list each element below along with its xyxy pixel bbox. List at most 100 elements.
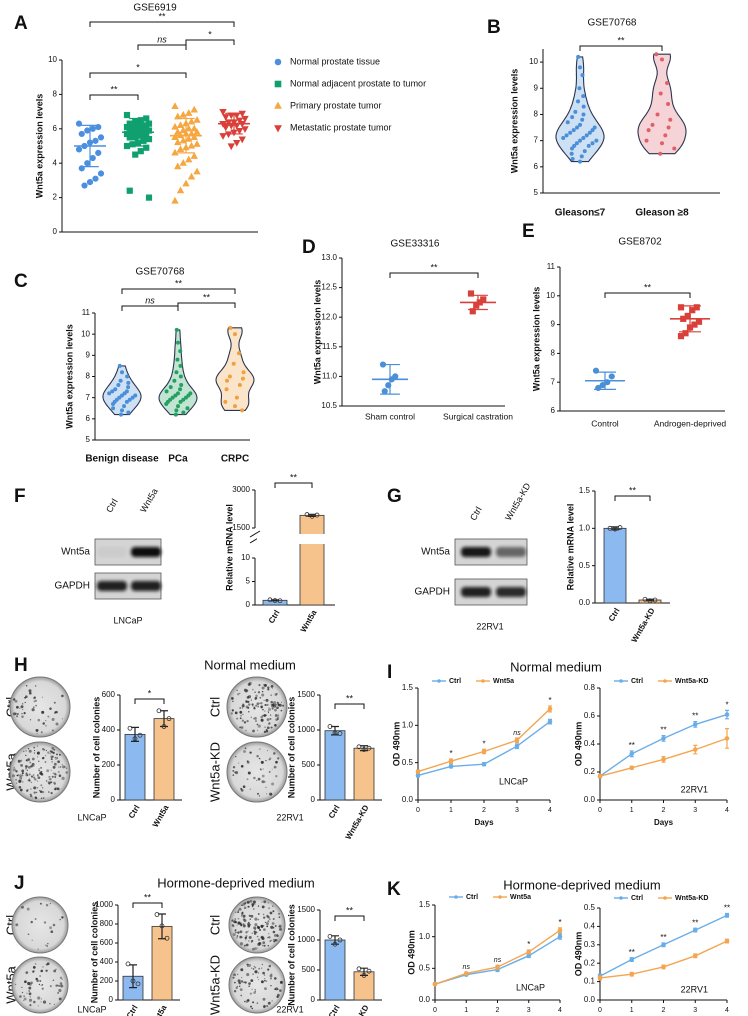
colony-dot xyxy=(39,980,42,982)
data-point xyxy=(724,712,730,717)
bar xyxy=(353,747,375,801)
significance-label: * xyxy=(482,739,485,748)
data-point xyxy=(178,363,183,368)
significance-bracket xyxy=(89,72,187,78)
colony-dot xyxy=(282,704,285,707)
data-point xyxy=(140,137,147,144)
x-tick-label: Control xyxy=(591,418,619,428)
data-point xyxy=(132,134,139,141)
colony-dot xyxy=(236,985,238,988)
colony-dot xyxy=(50,750,54,754)
y-tick-label: 11 xyxy=(547,262,556,271)
legend-label: Ctrl xyxy=(631,678,643,685)
x-tick-label: Wnt5a xyxy=(151,803,171,829)
data-point xyxy=(234,395,239,400)
data-point xyxy=(176,121,185,128)
data-point xyxy=(570,115,575,120)
colony-dot xyxy=(54,773,57,776)
panel-heading: Hormone-deprived medium xyxy=(503,877,661,892)
y-tick-label: 1.5 xyxy=(419,900,431,909)
colony-dot xyxy=(243,721,247,724)
y-axis-label: OD 490nm xyxy=(391,722,401,767)
colony-dot xyxy=(270,700,273,704)
colony-dot xyxy=(262,997,266,1001)
y-tick-label: 0.5 xyxy=(579,561,591,570)
data-point xyxy=(174,162,182,170)
colony-dot xyxy=(27,981,31,986)
colony-dot xyxy=(268,722,271,725)
colony-dot xyxy=(47,781,51,784)
colony-dot xyxy=(266,718,270,721)
colony-dot xyxy=(257,938,261,941)
legend-marker xyxy=(481,679,485,683)
error-bar xyxy=(679,305,701,333)
colony-dot xyxy=(270,704,275,708)
y-axis-label: Wnt5a expression levels xyxy=(312,280,322,385)
y-axis-label: OD 490nm xyxy=(573,722,583,767)
data-point xyxy=(233,332,237,337)
blot-row-label: GAPDH xyxy=(54,581,90,592)
data-point xyxy=(578,159,582,164)
colony-dot xyxy=(30,788,32,790)
colony-dot xyxy=(239,717,242,720)
data-point xyxy=(132,736,138,742)
colony-dot xyxy=(241,707,243,709)
data-point xyxy=(672,146,677,151)
y-tick-label: 0 xyxy=(109,995,114,1004)
data-point xyxy=(677,333,685,340)
colony-dot xyxy=(49,776,51,778)
x-tick-label: Wnt5a xyxy=(299,608,319,634)
colony-dot xyxy=(37,776,41,780)
colony-dot xyxy=(40,1001,42,1003)
colony-dot xyxy=(274,714,278,717)
colony-dot xyxy=(242,713,244,716)
data-point xyxy=(608,373,615,380)
y-tick-label: 8 xyxy=(86,372,91,381)
y-tick-label: 0 xyxy=(53,227,58,236)
data-point xyxy=(267,597,273,603)
data-point xyxy=(568,130,573,135)
colony-dot xyxy=(268,933,270,935)
colony-dot xyxy=(262,941,266,945)
colony-dot xyxy=(254,947,257,950)
significance-bracket xyxy=(614,495,651,501)
colony-dot xyxy=(64,766,66,768)
colony-dot xyxy=(41,984,44,986)
colony-dot xyxy=(35,797,38,800)
colony-dot xyxy=(232,918,234,920)
data-point xyxy=(222,124,230,132)
colony-dot xyxy=(234,771,239,775)
colony-dot xyxy=(257,792,259,795)
data-point xyxy=(582,149,587,154)
colony-dot xyxy=(26,992,28,994)
y-tick-label: 12.0 xyxy=(321,312,337,321)
y-axis-label: Number of cell colonies xyxy=(286,904,296,1006)
colony-plate xyxy=(11,896,69,954)
colony-dot xyxy=(277,714,280,716)
x-tick-label: 3 xyxy=(515,807,519,814)
colony-dot xyxy=(38,768,40,770)
data-point xyxy=(223,399,228,404)
colony-dot xyxy=(37,756,39,758)
colony-dot xyxy=(235,755,237,758)
colony-dot xyxy=(252,688,254,691)
colony-dot xyxy=(262,708,264,711)
colony-dot xyxy=(261,905,265,909)
colony-dot xyxy=(262,971,265,975)
colony-dot xyxy=(59,976,63,979)
data-point xyxy=(314,512,320,518)
data-point xyxy=(113,387,118,392)
y-tick-label: 7 xyxy=(551,377,556,386)
data-point xyxy=(171,196,179,204)
significance-label: * xyxy=(527,940,530,949)
cell-line-label: 22RV1 xyxy=(476,621,503,631)
data-point xyxy=(617,525,623,530)
data-point xyxy=(84,127,91,134)
panel-heading: Normal medium xyxy=(204,657,296,672)
colony-dot xyxy=(46,945,48,947)
colony-dot xyxy=(232,770,235,772)
colony-dot xyxy=(271,726,273,729)
colony-dot xyxy=(275,703,278,706)
y-tick-label: 5 xyxy=(534,188,539,197)
colony-dot xyxy=(247,963,251,967)
